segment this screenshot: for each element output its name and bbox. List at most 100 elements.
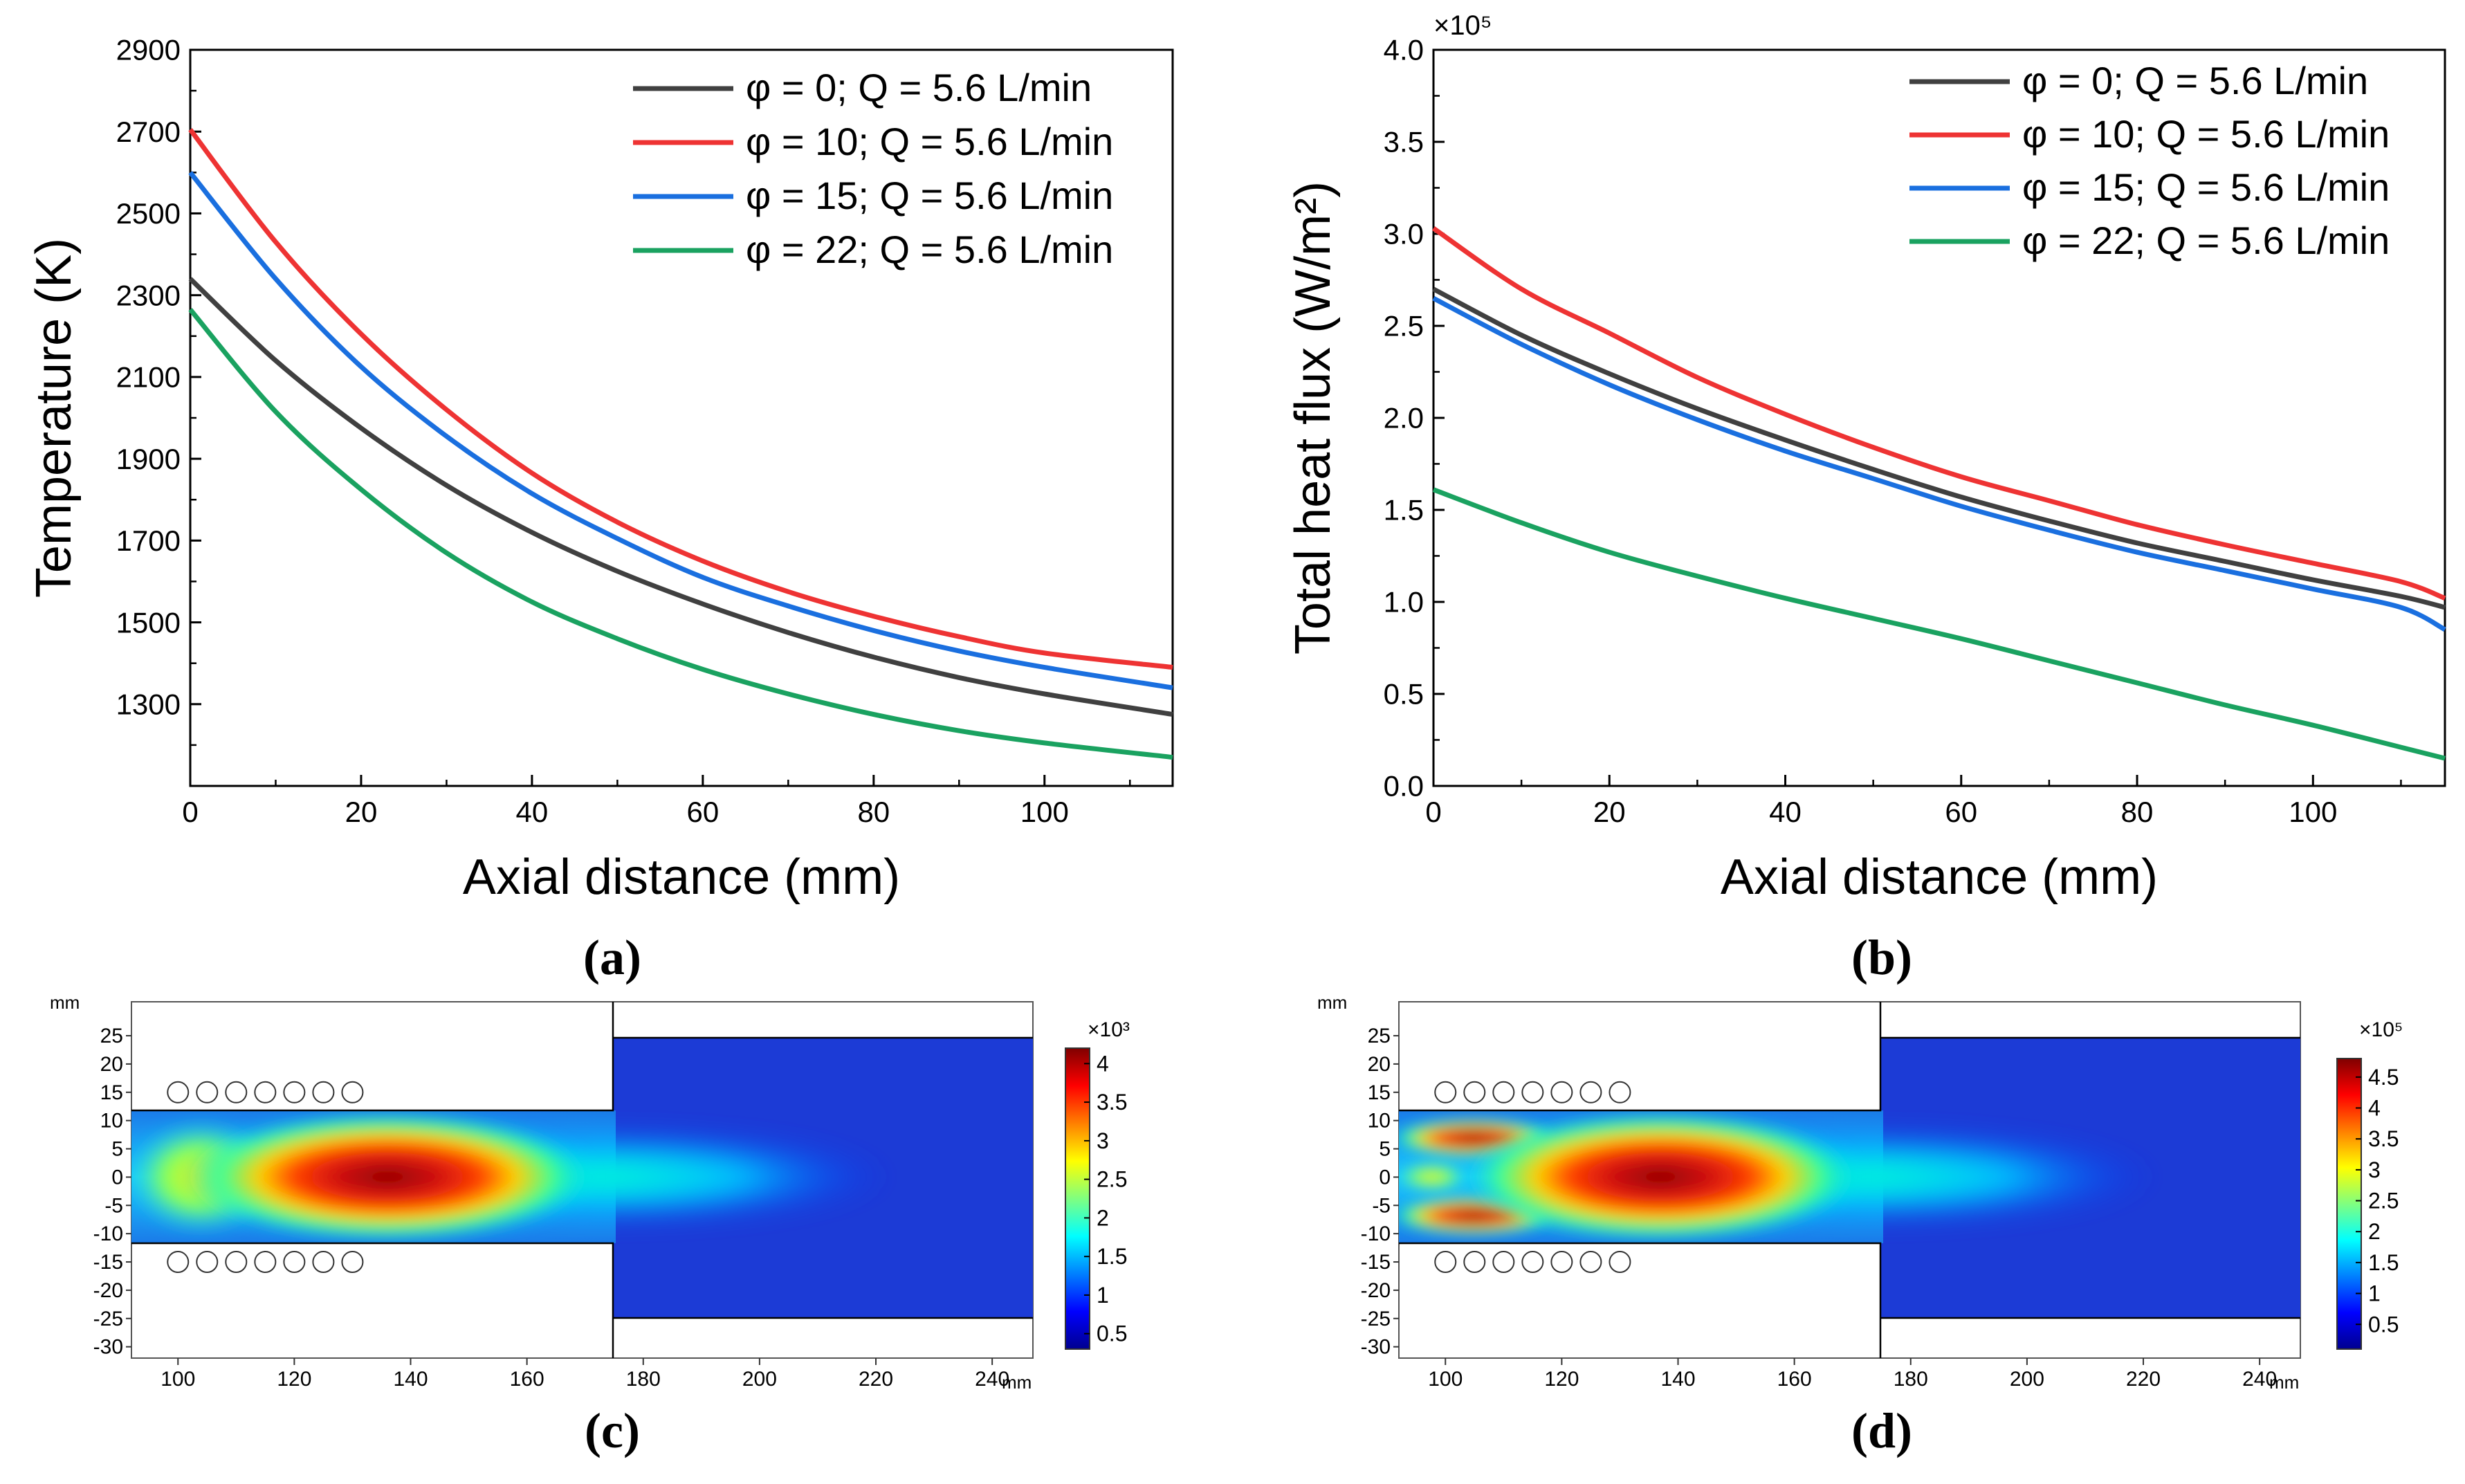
coil-marker	[196, 1251, 219, 1274]
y-tick-label: -20	[93, 1279, 123, 1302]
coil-marker	[1492, 1251, 1515, 1274]
y-tick-label: -5	[104, 1194, 123, 1217]
y-tick-label: 10	[1368, 1110, 1391, 1133]
y-tick-label: 2500	[116, 197, 181, 230]
panel-d-geometry-outline	[1399, 1002, 2300, 1358]
coil-marker	[254, 1251, 277, 1274]
x-tick-label: 120	[277, 1368, 311, 1391]
y-tick-label: 2.0	[1384, 402, 1424, 434]
x-tick-label: 60	[687, 796, 720, 828]
colorbar-tick-label: 2	[1097, 1205, 1109, 1230]
panel-a-series	[188, 128, 1173, 760]
coil-marker	[1434, 1081, 1457, 1103]
x-tick-label: 80	[857, 796, 890, 828]
legend-label: φ = 22; Q = 5.6 L/min	[746, 228, 1113, 271]
colorbar-tick-label: 4	[2368, 1095, 2381, 1120]
coil-marker	[283, 1251, 306, 1274]
panel-d-y-unit: mm	[1317, 992, 1347, 1013]
x-tick-label: 240	[975, 1368, 1009, 1391]
colorbar-tick-label: 3.5	[2368, 1126, 2399, 1151]
y-tick-label: -15	[93, 1251, 123, 1274]
panel-b-x-axis-label: Axial distance (mm)	[1721, 850, 2158, 905]
x-tick-label: 0	[182, 796, 198, 828]
panel-c-geometry-outline	[131, 1002, 1033, 1358]
y-tick-label: 10	[100, 1110, 123, 1133]
panel-a-y-axis-label: Temperature (K)	[26, 238, 82, 598]
panel-a-y-ticks: 1300 1500 1700 1900 2100 2300 2500 2700 2900	[116, 34, 201, 746]
y-tick-label: 2300	[116, 279, 181, 311]
colorbar-tick-label: 1.5	[1097, 1244, 1127, 1269]
panel-d-heatmap: mm mm 100 120 140 160 180 200 220 240 252015105…	[1317, 992, 2403, 1458]
colorbar-tick-label: 1	[2368, 1281, 2381, 1306]
panel-c-label: (c)	[585, 1403, 640, 1458]
coil-marker	[1550, 1251, 1573, 1274]
coil-marker	[1550, 1081, 1573, 1103]
y-tick-label: -15	[1361, 1251, 1391, 1274]
y-tick-label: 2900	[116, 34, 181, 66]
x-tick-label: 140	[393, 1368, 428, 1391]
panel-d-colorbar-ticks: 4.5 4 3.5 3 2.5 2 1.5 1 0.5	[2356, 1065, 2399, 1337]
series-line	[1432, 487, 2446, 761]
y-tick-label: -30	[1361, 1336, 1391, 1359]
y-tick-label: 1700	[116, 524, 181, 557]
y-tick-label: 1.0	[1384, 586, 1424, 619]
x-tick-label: 160	[1777, 1368, 1812, 1391]
y-tick-label: -20	[1361, 1279, 1391, 1302]
coil-marker	[1434, 1251, 1457, 1274]
panel-d-coil-markers	[1434, 1081, 1631, 1274]
coil-marker	[167, 1081, 190, 1103]
colorbar-tick-label: 3	[2368, 1157, 2381, 1182]
panel-b-y-ticks: 0.0 0.5 1.0 1.5 2.0 2.5 3.0 3.5 4.0	[1384, 34, 1445, 803]
panel-b-x-ticks: 0 20 40 60 80 100	[1425, 775, 2402, 828]
panel-c-x-unit: mm	[1002, 1372, 1032, 1393]
panel-d-label: (d)	[1851, 1403, 1912, 1458]
x-tick-label: 0	[1425, 796, 1441, 828]
coil-marker	[167, 1251, 190, 1274]
coil-marker	[1609, 1251, 1631, 1274]
series-line	[188, 171, 1173, 690]
x-tick-label: 180	[626, 1368, 661, 1391]
y-tick-label: -25	[93, 1308, 123, 1330]
y-tick-label: 2100	[116, 361, 181, 394]
x-tick-label: 20	[1593, 796, 1626, 828]
y-tick-label: 0	[1379, 1166, 1391, 1189]
colorbar-tick-label: 2	[2368, 1219, 2381, 1244]
x-tick-label: 40	[516, 796, 549, 828]
colorbar-tick-label: 1	[1097, 1283, 1109, 1308]
y-tick-label: -5	[1372, 1194, 1391, 1217]
coil-marker	[341, 1081, 364, 1103]
y-tick-label: 25	[100, 1025, 123, 1047]
legend-label: φ = 15; Q = 5.6 L/min	[2022, 165, 2390, 209]
x-tick-label: 100	[161, 1368, 195, 1391]
x-tick-label: 80	[2121, 796, 2154, 828]
y-tick-label: 25	[1368, 1025, 1391, 1047]
y-tick-label: 20	[100, 1053, 123, 1076]
legend-label: φ = 15; Q = 5.6 L/min	[746, 174, 1113, 217]
panel-c-x-ticks: 100 120 140 160 180 200 220 240	[161, 1358, 1009, 1391]
panel-d-flame	[1460, 1111, 1861, 1243]
panel-d-x-ticks: 100 120 140 160 180 200 220 240	[1428, 1358, 2277, 1391]
x-tick-label: 60	[1945, 796, 1977, 828]
panel-a-legend: φ = 0; Q = 5.6 L/min φ = 10; Q = 5.6 L/mi…	[633, 66, 1113, 271]
coil-marker	[1463, 1081, 1486, 1103]
coil-marker	[1579, 1251, 1602, 1274]
coil-marker	[196, 1081, 219, 1103]
x-tick-label: 220	[2126, 1368, 2161, 1391]
y-tick-label: -30	[93, 1336, 123, 1359]
colorbar-tick-label: 3	[1097, 1128, 1109, 1153]
legend-label: φ = 0; Q = 5.6 L/min	[746, 66, 1092, 109]
legend-label: φ = 0; Q = 5.6 L/min	[2022, 59, 2368, 102]
y-tick-label: 0.0	[1384, 770, 1424, 803]
panel-c-y-unit: mm	[50, 992, 80, 1013]
colorbar-tick-label: 2.5	[2368, 1189, 2399, 1213]
series-line	[188, 277, 1173, 717]
colorbar-tick-label: 0.5	[1097, 1321, 1127, 1346]
y-tick-label: 5	[1379, 1138, 1391, 1161]
series-line	[1432, 226, 2446, 601]
coil-marker	[1463, 1251, 1486, 1274]
coil-marker	[312, 1081, 335, 1103]
panel-d-colorbar-multiplier: ×10⁵	[2359, 1018, 2403, 1041]
panel-c-flame	[180, 1111, 595, 1243]
x-tick-label: 140	[1660, 1368, 1695, 1391]
